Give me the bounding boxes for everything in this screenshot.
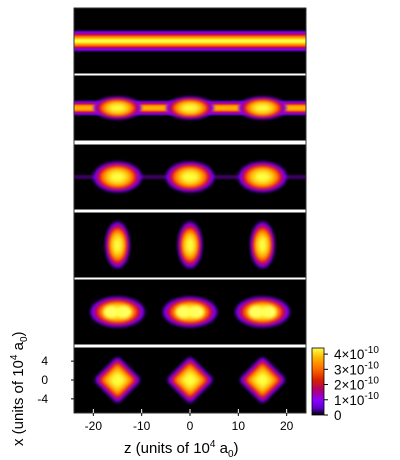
droplet-3 (238, 97, 287, 119)
droplet-1 (90, 297, 145, 327)
x-tick-label: 0 (187, 419, 194, 433)
colorbar-tick-label: 4×10-10 (334, 345, 379, 362)
x-tick-label: 20 (280, 419, 294, 433)
droplet-1 (105, 222, 130, 268)
panel-5 (73, 278, 307, 346)
droplet-2 (166, 97, 214, 119)
droplet-2 (166, 162, 214, 192)
y-axis-title: x (units of 104 a0) (9, 331, 30, 446)
droplet-3 (235, 297, 290, 327)
droplet-3 (238, 162, 287, 192)
droplet-2 (167, 357, 213, 403)
panel-3 (73, 143, 307, 211)
droplet-2 (163, 297, 217, 327)
colorbar-tick-label: 0 (334, 408, 342, 423)
heatmap-panels (73, 7, 307, 414)
axes: -20 -10 0 10 20 4 0 -4 (37, 7, 307, 433)
droplet-3 (250, 222, 275, 268)
colorbar-tick-label: 3×10-10 (334, 360, 379, 377)
colorbar-tick-label: 1×10-10 (334, 391, 379, 408)
band-layer (74, 39, 306, 43)
panel-2 (73, 74, 307, 142)
y-tick-label: -4 (37, 392, 48, 406)
x-tick-label: 10 (232, 419, 246, 433)
droplet-2 (178, 222, 202, 268)
x-tick-label: -10 (133, 419, 151, 433)
droplet-1 (93, 162, 142, 192)
droplet-3 (240, 357, 285, 403)
panel-4 (73, 211, 307, 279)
colorbar-gradient (311, 347, 325, 416)
x-tick-label: -20 (85, 419, 103, 433)
x-axis-title: z (units of 104 a0) (124, 439, 239, 460)
y-tick-label: 0 (41, 373, 48, 387)
droplet-1 (95, 357, 140, 403)
y-tick-label: 4 (41, 354, 48, 368)
droplet-1 (93, 97, 142, 119)
colorbar-ticks: 4×10-103×10-102×10-101×10-100 (324, 345, 379, 423)
panel-6 (73, 346, 307, 414)
colorbar-tick-label: 2×10-10 (334, 376, 379, 393)
colorbar: 4×10-103×10-102×10-101×10-100 (311, 345, 379, 423)
panel-1 (73, 7, 307, 75)
